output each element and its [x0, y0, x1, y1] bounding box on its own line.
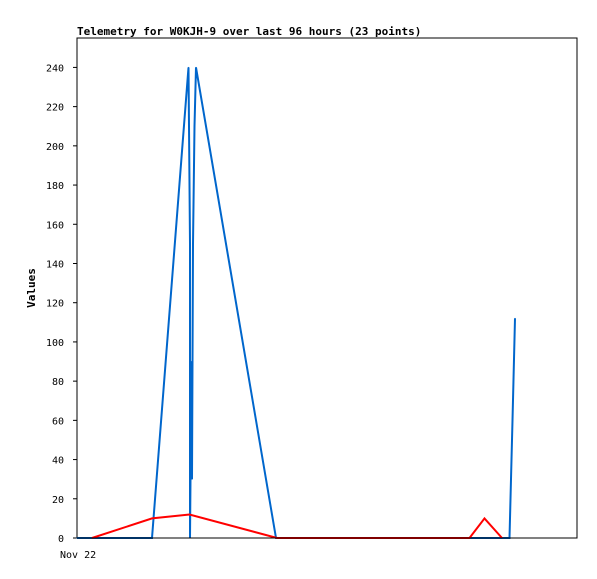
y-tick-label: 40: [52, 456, 64, 467]
y-tick-label: 140: [46, 259, 64, 270]
data-point: [191, 478, 193, 480]
data-point: [194, 125, 195, 127]
y-tick-label: 220: [46, 103, 64, 114]
y-tick-label: 80: [52, 377, 64, 388]
data-point: [189, 243, 191, 245]
series-line-0: [77, 67, 516, 539]
y-axis-label: Values: [25, 268, 38, 308]
plot-area: [76, 37, 578, 539]
data-point: [188, 66, 189, 68]
data-point: [195, 66, 197, 68]
data-point: [484, 517, 485, 519]
y-tick-label: 160: [46, 220, 64, 231]
y-axis: 0 20 40 60 80 100 120 140 160 180 200 220 240: [46, 63, 77, 545]
data-point: [514, 317, 516, 319]
data-point: [192, 243, 194, 245]
x-tick-label: Nov 22: [60, 550, 96, 561]
series-layer: [76, 66, 577, 539]
data-point: [512, 419, 513, 421]
y-tick-label: 20: [52, 495, 64, 506]
y-tick-label: 100: [46, 338, 64, 349]
data-point: [189, 513, 190, 515]
x-axis: Nov 22: [60, 550, 96, 561]
y-tick-label: 60: [52, 416, 64, 427]
chart-title: Telemetry for W0KJH-9 over last 96 hours…: [77, 25, 421, 38]
y-tick-label: 0: [58, 534, 64, 545]
data-point: [191, 361, 192, 363]
y-tick-label: 120: [46, 299, 64, 310]
y-tick-label: 240: [46, 63, 64, 74]
y-tick-label: 180: [46, 181, 64, 192]
y-tick-label: 200: [46, 142, 64, 153]
data-point: [151, 517, 153, 519]
